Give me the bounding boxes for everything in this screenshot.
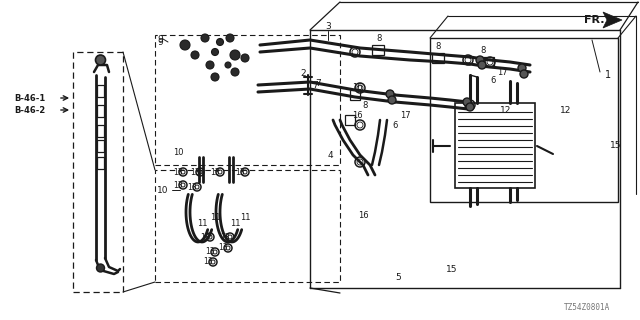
Text: 8: 8 (435, 42, 441, 51)
Bar (432, 53, 444, 63)
Circle shape (211, 73, 219, 81)
Text: 17: 17 (497, 68, 508, 76)
Circle shape (476, 56, 484, 64)
Text: 11: 11 (240, 212, 250, 221)
Bar (155, 170, 340, 282)
Text: 7: 7 (315, 78, 321, 87)
Text: B-46-1: B-46-1 (14, 93, 45, 102)
Text: 8: 8 (362, 100, 368, 109)
Circle shape (180, 40, 190, 50)
Text: 13: 13 (190, 167, 200, 177)
Text: 13: 13 (218, 244, 228, 252)
Circle shape (230, 50, 240, 60)
Circle shape (225, 62, 231, 68)
Text: 6: 6 (392, 121, 397, 130)
Bar (97, 105, 104, 117)
Bar (97, 140, 104, 152)
Text: 10: 10 (173, 148, 184, 156)
Bar (482, 57, 494, 67)
Bar (345, 115, 355, 125)
Bar (430, 38, 618, 202)
Bar (97, 125, 104, 137)
Circle shape (226, 34, 234, 42)
Text: 17: 17 (400, 110, 411, 119)
Circle shape (216, 38, 223, 45)
Text: 13: 13 (173, 180, 182, 189)
Circle shape (386, 90, 394, 98)
Circle shape (201, 34, 209, 42)
Text: 16: 16 (352, 83, 363, 92)
Text: 11: 11 (210, 212, 221, 221)
Circle shape (478, 61, 486, 69)
Text: 13: 13 (220, 233, 230, 242)
Text: 13: 13 (205, 247, 214, 257)
Circle shape (466, 103, 474, 111)
Circle shape (518, 64, 526, 72)
Text: 13: 13 (200, 233, 210, 242)
Bar (97, 85, 104, 97)
Circle shape (520, 70, 528, 78)
Text: 7: 7 (312, 81, 318, 90)
Text: 13: 13 (187, 182, 196, 191)
Bar (97, 157, 104, 169)
Text: 12: 12 (560, 106, 572, 115)
Circle shape (231, 68, 239, 76)
Text: 9: 9 (157, 35, 163, 44)
Circle shape (206, 61, 214, 69)
Text: 16: 16 (358, 212, 369, 220)
Text: 13: 13 (203, 258, 212, 267)
Text: 5: 5 (395, 274, 401, 283)
Text: 8: 8 (376, 34, 381, 43)
Text: 6: 6 (490, 76, 495, 84)
Polygon shape (603, 12, 622, 28)
Text: 16: 16 (352, 110, 363, 119)
Text: 3: 3 (325, 21, 331, 30)
Text: 8: 8 (480, 45, 486, 54)
Text: 2: 2 (300, 68, 306, 77)
Circle shape (463, 98, 471, 106)
Bar (73, 52, 123, 292)
Text: 4: 4 (327, 150, 333, 159)
Circle shape (95, 55, 106, 65)
Bar (372, 45, 384, 55)
Text: 9: 9 (157, 37, 163, 46)
Bar (455, 103, 535, 188)
Text: 11: 11 (196, 220, 207, 228)
Circle shape (211, 49, 218, 55)
Text: B-46-2: B-46-2 (14, 106, 45, 115)
Circle shape (191, 51, 199, 59)
Text: 13: 13 (210, 167, 220, 177)
Text: 12: 12 (500, 106, 511, 115)
Text: 15: 15 (610, 140, 621, 149)
Text: 13: 13 (173, 167, 182, 177)
Text: 11: 11 (230, 220, 240, 228)
Text: 13: 13 (235, 167, 244, 177)
Circle shape (388, 96, 396, 104)
Text: TZ54Z0801A: TZ54Z0801A (564, 303, 610, 312)
Bar (155, 35, 340, 165)
Text: FR.: FR. (584, 15, 605, 25)
Circle shape (241, 54, 249, 62)
Text: 10: 10 (157, 186, 168, 195)
Circle shape (97, 264, 104, 272)
Text: 15: 15 (446, 266, 458, 275)
Bar (350, 90, 360, 100)
Text: 1: 1 (605, 70, 611, 80)
